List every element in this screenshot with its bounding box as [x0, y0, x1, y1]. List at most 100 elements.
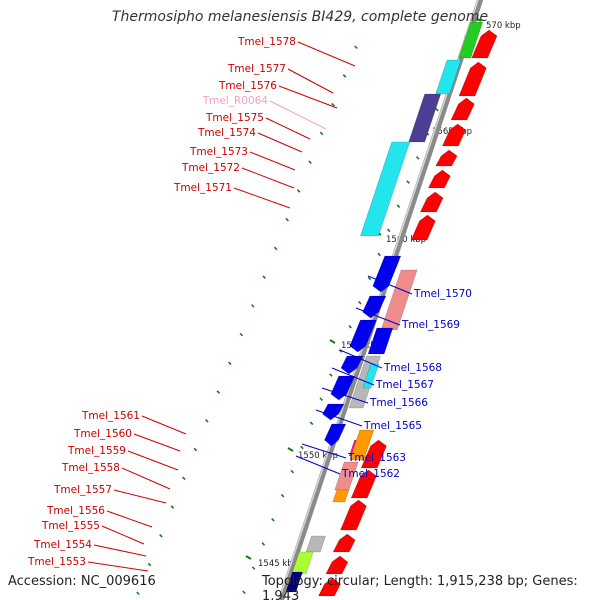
red-forward-gene: [471, 29, 498, 59]
gene-label-tmel_1571: Tmel_1571: [173, 182, 232, 194]
leader-line: [241, 167, 295, 189]
ruler-tick-inner: [205, 419, 209, 423]
cyan-gene: [435, 59, 462, 95]
red-forward-gene: [332, 533, 356, 553]
ruler-tick: [367, 276, 372, 281]
kbp-label: 1560 kbp: [386, 235, 426, 245]
slate-gene: [408, 93, 442, 143]
leader-line: [113, 489, 167, 504]
leader-line: [295, 455, 341, 475]
kbp-label: 1545 kbp: [258, 559, 298, 569]
gene-features: [285, 21, 498, 597]
gene-label-tmel_1574: Tmel_1574: [197, 127, 256, 139]
orange-gene: [332, 489, 350, 503]
leader-line: [127, 450, 179, 471]
ruler-tick: [435, 107, 439, 112]
gene-label-tmel_1558: Tmel_1558: [61, 462, 120, 474]
red-forward-gene: [318, 577, 341, 597]
leader-line: [233, 187, 291, 209]
gene-label-tmel_1554: Tmel_1554: [33, 539, 92, 551]
leader-line: [339, 349, 383, 369]
ruler-tick: [387, 228, 391, 233]
red-forward-gene: [419, 191, 444, 213]
ruler-tick-inner: [342, 74, 347, 78]
leader-line: [133, 433, 181, 452]
ruler-tick-inner: [285, 217, 289, 222]
ruler-tick: [280, 493, 285, 498]
gene-label-tmel_1567: Tmel_1567: [375, 379, 434, 391]
ruler-tick-inner: [159, 533, 163, 538]
gene-label-tmel_1575: Tmel_1575: [205, 112, 264, 124]
leader-line: [265, 117, 311, 140]
gene-label-tmel_1556: Tmel_1556: [46, 505, 105, 517]
red-forward-gene: [450, 97, 475, 121]
leader-line: [315, 409, 363, 427]
gene-label-tmel_1563: Tmel_1563: [347, 452, 406, 464]
gene-label-tmel_1573: Tmel_1573: [189, 146, 248, 158]
leader-line: [257, 132, 303, 153]
ruler-tick: [319, 397, 323, 402]
ruler-tick: [415, 156, 420, 160]
blue-gene: [367, 327, 394, 355]
red-forward-gene: [325, 555, 349, 575]
ruler-tick: [329, 373, 333, 377]
ruler-tick-inner: [228, 361, 232, 366]
gene-label-tmel_r0064: Tmel_R0064: [202, 95, 269, 107]
ruler-tick: [358, 300, 362, 305]
leader-line: [93, 544, 147, 557]
ruler-tick: [261, 542, 266, 546]
navy-gene: [285, 571, 303, 593]
leader-line: [355, 307, 401, 326]
cyan-gene-large: [359, 141, 411, 237]
leader-line: [278, 85, 338, 109]
gene-label-tmel_1577: Tmel_1577: [227, 63, 286, 75]
red-forward-gene: [427, 169, 451, 189]
gene-label-tmel_1553: Tmel_1553: [27, 556, 86, 568]
ruler-tick: [377, 252, 381, 257]
leader-line: [121, 467, 171, 490]
ruler-tick: [406, 180, 410, 184]
ruler-tick-inner: [273, 246, 278, 251]
ruler-tick-inner: [354, 45, 358, 50]
ruler-tick-inner: [250, 304, 255, 308]
red-forward-gene: [410, 214, 436, 241]
blue-reverse-gene: [372, 255, 402, 293]
ruler-tick-inner: [193, 447, 198, 452]
leader-line: [249, 151, 296, 171]
gene-label-tmel_1566: Tmel_1566: [369, 397, 428, 409]
leader-line: [101, 525, 145, 545]
gene-label-tmel_1561: Tmel_1561: [81, 410, 140, 422]
gene-label-tmel_1568: Tmel_1568: [383, 362, 442, 374]
ruler-major-tick: [329, 339, 336, 344]
grey-gene: [305, 535, 326, 553]
gene-label-tmel_1570: Tmel_1570: [413, 288, 472, 300]
leader-line: [367, 275, 413, 295]
red-forward-gene: [441, 123, 467, 147]
leader-line: [331, 367, 375, 386]
label-leader-lines: [87, 41, 413, 572]
ruler-tick-inner: [296, 189, 301, 193]
ruler-tick-inner: [262, 275, 266, 279]
leader-line: [141, 415, 187, 435]
red-forward-gene: [340, 499, 367, 531]
genome-summary-text: Topology: circular; Length: 1,915,238 bp…: [262, 574, 578, 600]
ruler-tick: [348, 325, 352, 329]
ruler-tick-inner: [170, 505, 175, 509]
ruler-tick: [309, 421, 314, 426]
ruler-major-tick: [287, 447, 294, 452]
ruler-tick-inner: [319, 131, 324, 136]
ruler-tick-inner: [239, 332, 244, 337]
red-forward-gene: [360, 439, 387, 469]
leader-line: [87, 561, 149, 572]
gene-label-tmel_1578: Tmel_1578: [237, 36, 296, 48]
leader-line: [301, 443, 347, 459]
red-forward-gene: [435, 149, 458, 167]
ruler-tick-inner: [308, 160, 312, 165]
ruler-tick: [271, 518, 275, 522]
gene-label-tmel_1569: Tmel_1569: [401, 319, 460, 331]
gene-label-tmel_1557: Tmel_1557: [53, 484, 112, 496]
lime-gene: [291, 551, 314, 575]
ruler-tick: [242, 590, 246, 595]
